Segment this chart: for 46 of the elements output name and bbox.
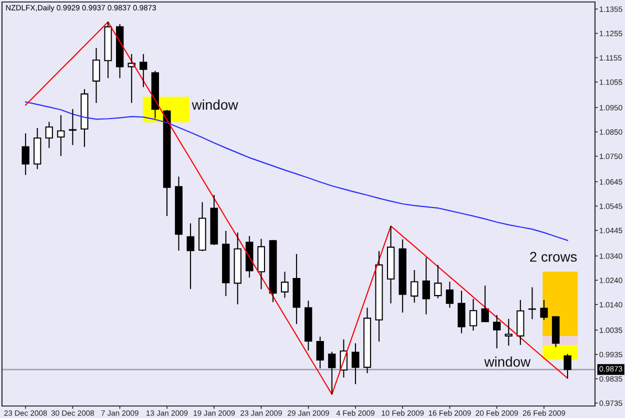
candlestick: [434, 264, 442, 299]
line-series: [25, 101, 568, 241]
candlestick: [198, 202, 206, 252]
candlestick: [564, 353, 572, 379]
candlestick: [516, 299, 524, 346]
candlestick: [410, 270, 418, 304]
candlestick: [222, 230, 230, 297]
candlestick: [151, 70, 159, 119]
candlestick: [280, 271, 289, 298]
candlestick: [316, 336, 324, 369]
candlestick: [504, 318, 512, 346]
candlestick: [469, 298, 478, 332]
candlestick: [257, 238, 266, 290]
candlestick: [45, 121, 53, 148]
annotation: window: [484, 356, 531, 367]
candlestick: [246, 235, 254, 278]
annotation: window: [192, 100, 238, 110]
candlestick: [458, 290, 466, 334]
candlestick: [234, 232, 242, 305]
candlestick: [552, 316, 560, 348]
candlestick: [398, 238, 406, 314]
candlestick: [386, 225, 395, 304]
candlestick: [57, 114, 65, 156]
candlestick: [210, 194, 218, 246]
candlestick: [422, 257, 430, 315]
candlestick: [186, 222, 194, 290]
candlestick: [304, 300, 312, 352]
candlestick: [163, 109, 171, 217]
annotation: 2 crows: [530, 252, 577, 262]
candlestick: [22, 132, 30, 176]
candlestick: [493, 314, 501, 349]
candlestick: [269, 240, 277, 303]
candlestick: [292, 253, 300, 325]
candlestick: [375, 250, 383, 342]
candlestick: [92, 47, 100, 104]
candlestick: [116, 24, 124, 79]
candlestick: [68, 108, 77, 146]
candlestick: [363, 307, 372, 374]
candlestick: [104, 21, 112, 79]
candlestick: [140, 54, 148, 88]
candlestick: [540, 299, 548, 320]
candlestick: [80, 88, 88, 148]
candlestick: [34, 127, 42, 170]
candlestick: [481, 285, 489, 322]
candlestick: [174, 176, 183, 252]
candlestick: [352, 342, 360, 385]
